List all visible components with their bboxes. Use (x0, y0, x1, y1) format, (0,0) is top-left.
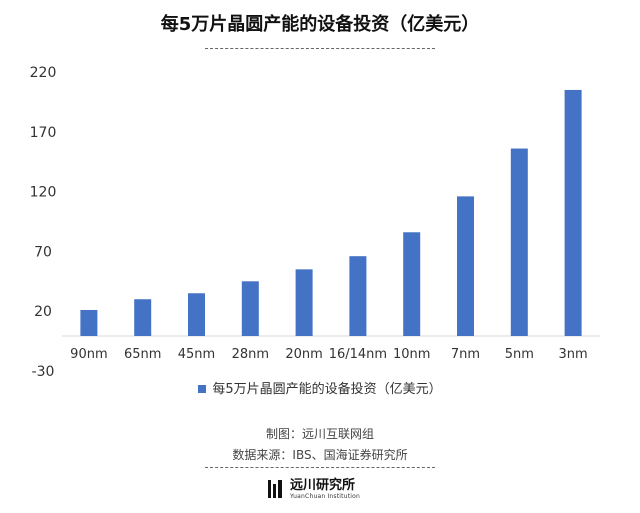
bar (241, 281, 259, 336)
y-axis-ticks: 220 170 120 70 20 -30 (30, 65, 57, 380)
legend: 每5万片晶圆产能的设备投资（亿美元） (0, 378, 640, 397)
title-divider (205, 48, 435, 49)
logo-mark-icon (268, 480, 284, 498)
bar (134, 299, 152, 336)
maker-note: 制图：远川互联网组 (265, 427, 374, 441)
y-tick-label: 20 (34, 304, 52, 320)
data-source-note: 数据来源：IBS、国海证券研究所 (232, 448, 408, 462)
y-tick-label: -30 (32, 364, 55, 380)
footer-divider (205, 467, 435, 468)
x-tick-label: 16/14nm (329, 347, 387, 362)
brand-logo: 远川研究所 YuanChuan Institution (268, 478, 360, 500)
bar (349, 256, 367, 336)
x-axis-ticks: 90nm 65nm 45nm 28nm 20nm 16/14nm 10nm 7nm 5nm 3nm (70, 347, 588, 362)
y-tick-label: 120 (30, 185, 57, 201)
y-tick-label: 220 (30, 65, 57, 81)
bar (403, 232, 421, 336)
x-tick-label: 65nm (124, 347, 161, 362)
bar (564, 89, 582, 336)
logo-name-cn: 远川研究所 (290, 477, 356, 493)
x-tick-label: 10nm (393, 347, 430, 362)
bars (80, 89, 582, 336)
bar (510, 148, 528, 336)
x-tick-label: 20nm (285, 347, 322, 362)
bar (80, 310, 98, 336)
x-tick-label: 45nm (178, 347, 215, 362)
chart-title: 每5万片晶圆产能的设备投资（亿美元） (160, 14, 480, 35)
x-tick-label: 3nm (559, 347, 588, 362)
x-tick-label: 5nm (505, 347, 534, 362)
bar (295, 269, 313, 336)
x-tick-label: 7nm (451, 347, 480, 362)
y-tick-label: 70 (34, 244, 52, 260)
legend-label: 每5万片晶圆产能的设备投资（亿美元） (212, 382, 442, 397)
bar (188, 293, 205, 336)
logo-name-en: YuanChuan Institution (290, 492, 361, 500)
x-tick-label: 28nm (232, 347, 269, 362)
bar (457, 196, 474, 336)
x-tick-label: 90nm (70, 347, 107, 362)
y-tick-label: 170 (30, 125, 57, 141)
legend-swatch (198, 384, 207, 393)
